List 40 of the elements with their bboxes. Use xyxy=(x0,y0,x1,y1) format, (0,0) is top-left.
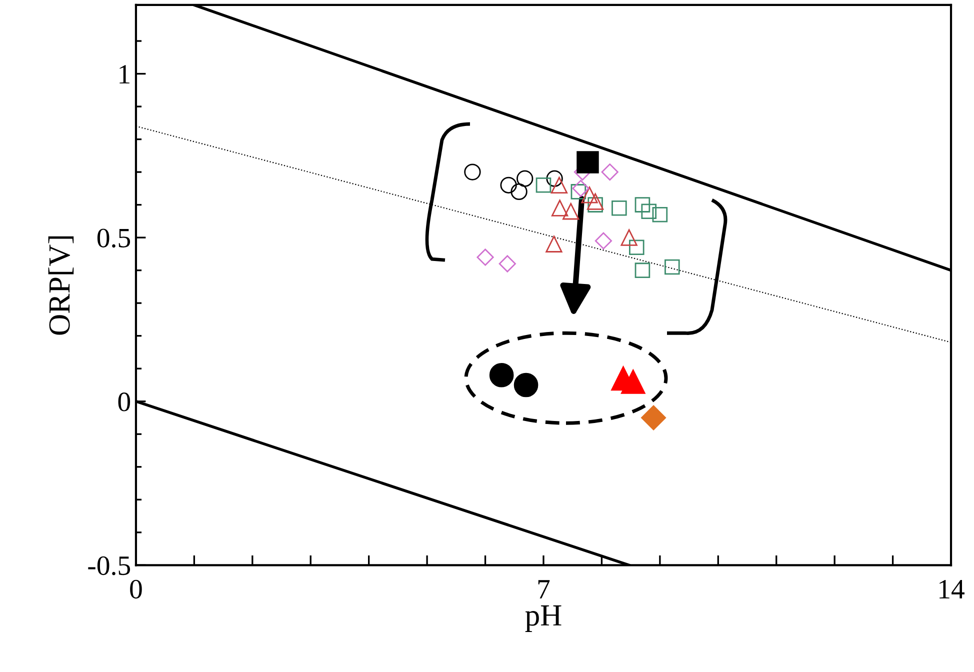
x-tick-label: 7 xyxy=(538,580,550,598)
point xyxy=(464,164,481,180)
y-tick-label: -0.5 xyxy=(88,556,130,576)
point xyxy=(510,183,528,200)
point xyxy=(516,170,534,187)
point xyxy=(634,262,650,278)
point xyxy=(586,193,604,210)
point xyxy=(514,372,538,398)
point xyxy=(641,204,657,219)
point xyxy=(601,163,618,181)
x-axis-title: pH xyxy=(525,605,562,632)
x-tick-label: 14 xyxy=(940,580,964,598)
point xyxy=(576,151,599,174)
y-tick-label: 0 xyxy=(118,392,130,412)
y-tick-label: 1 xyxy=(120,65,130,84)
point xyxy=(476,248,494,266)
point xyxy=(612,200,627,216)
point xyxy=(664,259,680,275)
point xyxy=(652,206,668,222)
y-tick-label: 0.5 xyxy=(97,228,130,248)
point xyxy=(546,170,563,187)
point xyxy=(498,255,516,272)
point xyxy=(570,184,586,200)
point xyxy=(620,370,646,394)
point xyxy=(536,178,552,193)
point xyxy=(489,362,514,388)
point xyxy=(562,203,580,220)
point xyxy=(634,197,650,212)
point xyxy=(546,236,562,252)
point xyxy=(572,180,590,197)
point xyxy=(550,176,568,194)
point xyxy=(641,405,666,430)
point xyxy=(629,240,644,256)
point xyxy=(581,186,598,204)
point xyxy=(594,232,612,250)
point xyxy=(588,197,603,212)
y-axis-title: ORP[V] xyxy=(48,236,74,335)
point xyxy=(551,200,568,216)
point xyxy=(500,176,517,194)
point xyxy=(620,229,638,246)
